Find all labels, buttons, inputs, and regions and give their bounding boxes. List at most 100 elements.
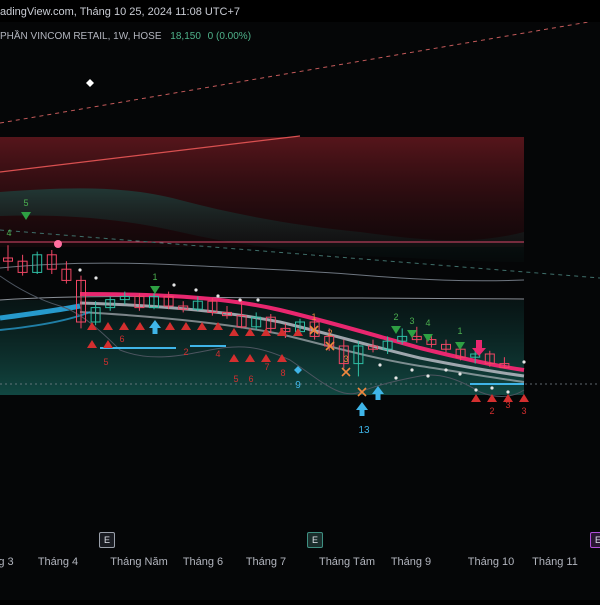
candle-body xyxy=(455,348,466,358)
trend-line-upper xyxy=(0,19,600,124)
cyan-band xyxy=(0,303,81,321)
sequence-number: 3 xyxy=(521,406,526,416)
candle-body xyxy=(397,335,408,342)
sequence-number: 4 xyxy=(6,228,11,238)
dot-white xyxy=(172,283,176,287)
candle-body xyxy=(119,295,130,301)
title-bar-text: adingView.com, Tháng 10 25, 2024 11:08 U… xyxy=(0,6,241,18)
triangle-up-red xyxy=(471,394,481,402)
sequence-number: 1 xyxy=(152,272,157,282)
earnings-badge-2[interactable]: E xyxy=(307,532,323,548)
candle-body xyxy=(32,254,43,273)
triangle-up-red xyxy=(87,340,97,348)
x-orange xyxy=(309,325,319,335)
sequence-number: 4 xyxy=(425,318,430,328)
zones-layer xyxy=(0,19,600,395)
candle-body xyxy=(368,345,378,350)
candle-body xyxy=(470,353,481,358)
triangle-up-red xyxy=(229,354,239,362)
candle-body xyxy=(105,299,116,309)
x-axis-label: Tháng 4 xyxy=(37,556,79,568)
sequence-number: 9 xyxy=(295,380,301,391)
sequence-number: 13 xyxy=(358,425,370,436)
candle-body xyxy=(236,315,247,328)
triangle-up-red xyxy=(261,354,271,362)
sequence-number: 5 xyxy=(23,198,28,208)
legend-symbol: PHẦN VINCOM RETAIL, 1W, HOSE xyxy=(0,31,162,42)
candle-body xyxy=(309,321,320,337)
candle-body xyxy=(265,316,276,329)
triangle-up-red xyxy=(519,394,529,402)
diamond-blue xyxy=(294,366,302,374)
triangle-up-red xyxy=(103,340,113,348)
triangle-up-red xyxy=(103,322,113,330)
triangle-up-red xyxy=(277,354,287,362)
cloud-band xyxy=(0,188,524,262)
candle-body xyxy=(90,307,101,323)
candle-body xyxy=(178,305,189,310)
triangle-up-red xyxy=(245,328,255,336)
ma-line-upper xyxy=(0,262,525,282)
x-orange xyxy=(357,387,367,397)
candle-body xyxy=(222,311,232,317)
dot-white xyxy=(216,294,220,298)
triangle-up-red xyxy=(181,322,191,330)
triangle-up-red xyxy=(119,322,129,330)
triangle-up-red xyxy=(213,322,223,330)
triangle-up-red xyxy=(503,394,513,402)
candle-body xyxy=(411,335,422,341)
earnings-badge-1[interactable]: E xyxy=(99,532,115,548)
sequence-number: 6 xyxy=(248,374,253,384)
triangle-up-red xyxy=(277,328,287,336)
x-orange xyxy=(325,341,335,351)
sequence-number: 3 xyxy=(343,354,348,364)
x-axis-label: Tháng 10 xyxy=(467,556,515,568)
candle-body xyxy=(17,260,28,273)
sequence-number: 2 xyxy=(393,312,398,322)
candle-body xyxy=(338,345,349,365)
candle-body xyxy=(163,295,174,307)
diamond-white xyxy=(86,79,94,87)
dot-white xyxy=(194,288,198,292)
sequence-number: 2 xyxy=(327,328,332,338)
candle-body xyxy=(149,295,159,309)
candle-body xyxy=(134,295,145,309)
sequence-number: 5 xyxy=(103,357,108,367)
candle-body xyxy=(251,316,262,328)
legend-price: 18,150 xyxy=(170,31,201,42)
dot-white xyxy=(426,374,430,378)
triangle-down-green xyxy=(391,326,401,334)
sequence-number: 2 xyxy=(489,406,494,416)
triangle-up-red xyxy=(293,328,303,336)
x-axis-label: Tháng 11 xyxy=(532,556,578,568)
dot-white xyxy=(410,368,414,372)
dot-white xyxy=(378,363,382,367)
candle-body xyxy=(441,343,451,350)
dot-white xyxy=(238,298,242,302)
candle-body xyxy=(353,345,364,365)
triangle-up-red xyxy=(87,322,97,330)
sequence-number: 5 xyxy=(233,374,238,384)
x-axis-label: g 3 xyxy=(0,556,14,568)
sequence-number: 7 xyxy=(264,362,269,372)
cyan-band-lower xyxy=(0,311,91,331)
chart-area[interactable]: 5 4 1 2 3 4 1 5 6 2 4 5 6 7 8 2 3 3 9 1 2 3 13 xyxy=(0,19,600,600)
earnings-badge-3[interactable]: E xyxy=(590,532,600,548)
triangle-up-red xyxy=(261,328,271,336)
x-axis-label: Tháng 6 xyxy=(182,556,224,568)
triangle-up-red xyxy=(245,354,255,362)
triangle-up-red xyxy=(135,322,145,330)
candle-body xyxy=(426,339,437,345)
candle-body xyxy=(499,363,510,369)
triangle-down-green xyxy=(423,334,433,342)
candle-body xyxy=(192,300,203,310)
triangle-down-green xyxy=(407,330,417,338)
triangle-down-green xyxy=(21,212,31,220)
lower-envelope-line xyxy=(0,275,525,397)
title-bar: adingView.com, Tháng 10 25, 2024 11:08 U… xyxy=(0,0,600,22)
dot-white xyxy=(256,298,260,302)
sequence-number: 3 xyxy=(505,400,510,410)
x-axis[interactable]: g 3 Tháng 4 Tháng Năm Tháng 6 Tháng 7 Th… xyxy=(0,552,600,572)
